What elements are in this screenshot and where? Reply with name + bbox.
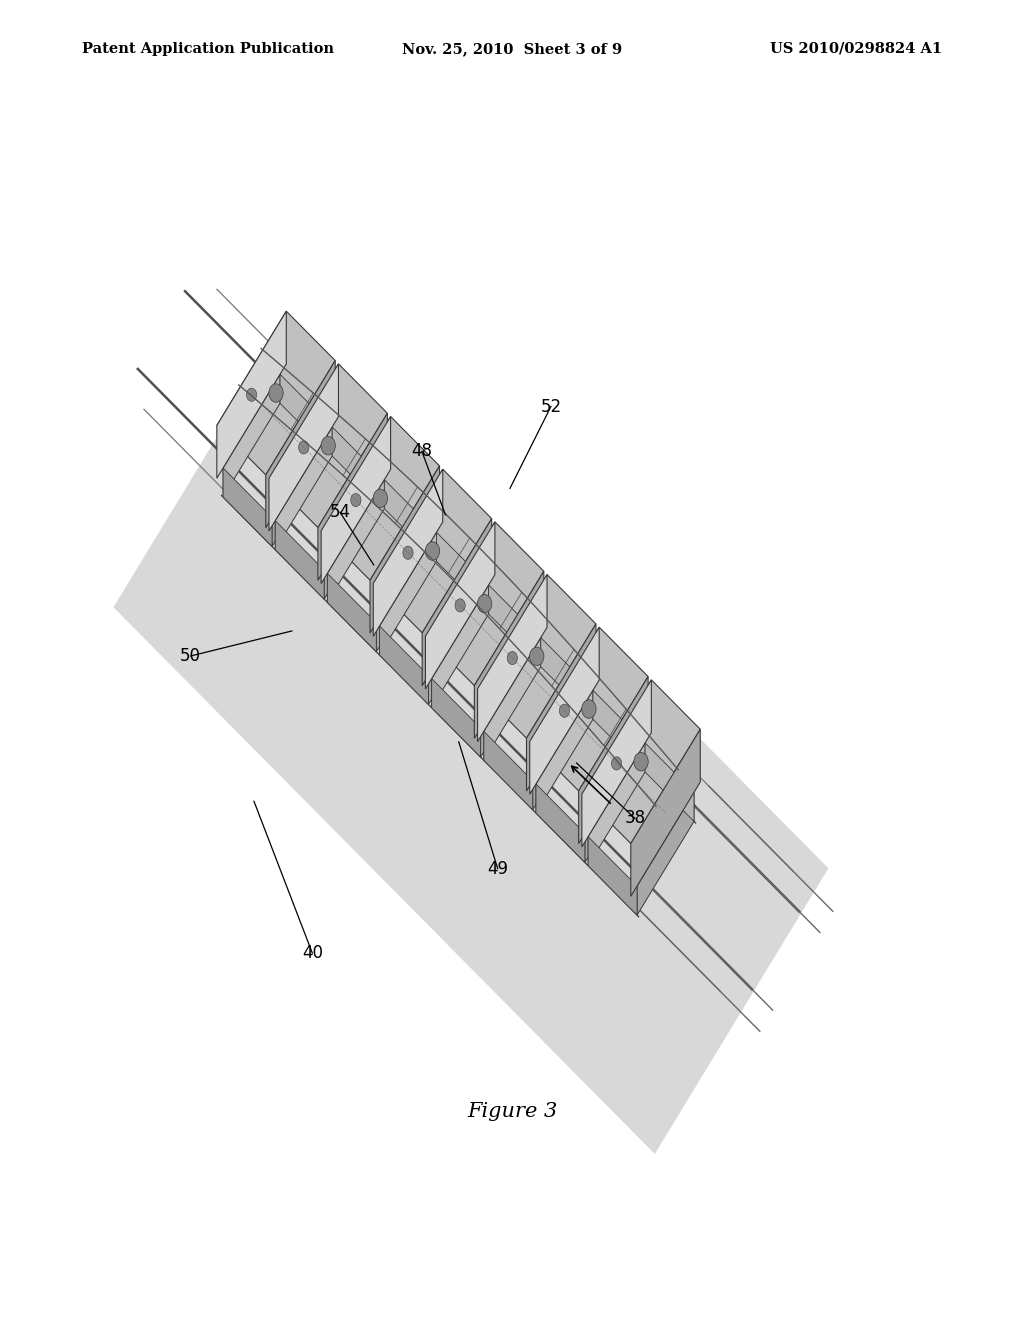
Polygon shape [585, 739, 642, 862]
Polygon shape [272, 424, 329, 546]
Circle shape [247, 388, 257, 401]
Polygon shape [477, 574, 547, 742]
Polygon shape [322, 417, 390, 583]
Polygon shape [529, 627, 648, 791]
Polygon shape [370, 466, 439, 634]
Polygon shape [541, 638, 590, 715]
Polygon shape [582, 680, 700, 843]
Text: US 2010/0298824 A1: US 2010/0298824 A1 [770, 42, 942, 55]
Circle shape [351, 494, 361, 507]
Text: 38: 38 [625, 809, 645, 828]
Circle shape [611, 756, 622, 770]
Circle shape [582, 700, 596, 718]
Polygon shape [374, 469, 442, 636]
Polygon shape [488, 585, 538, 664]
Polygon shape [593, 690, 642, 768]
Text: 50: 50 [180, 647, 201, 665]
Polygon shape [645, 743, 694, 821]
Polygon shape [380, 532, 436, 655]
Polygon shape [380, 626, 428, 705]
Polygon shape [432, 585, 488, 708]
Circle shape [425, 541, 439, 560]
Polygon shape [374, 469, 492, 632]
Polygon shape [328, 479, 384, 602]
Polygon shape [532, 686, 590, 809]
Polygon shape [474, 572, 544, 738]
Polygon shape [425, 521, 495, 689]
Polygon shape [480, 635, 538, 758]
Text: Figure 3: Figure 3 [467, 1102, 557, 1121]
Polygon shape [217, 312, 335, 475]
Polygon shape [266, 360, 335, 528]
Polygon shape [275, 426, 332, 549]
Polygon shape [477, 574, 596, 738]
Polygon shape [280, 375, 329, 453]
Circle shape [269, 384, 284, 403]
Polygon shape [223, 469, 272, 546]
Polygon shape [536, 690, 593, 813]
Text: Patent Application Publication: Patent Application Publication [82, 42, 334, 55]
Polygon shape [384, 479, 433, 558]
Polygon shape [269, 364, 339, 531]
Polygon shape [325, 477, 381, 599]
Text: 54: 54 [330, 503, 350, 521]
Polygon shape [328, 573, 376, 652]
Circle shape [373, 490, 387, 508]
Polygon shape [275, 520, 325, 599]
Circle shape [321, 437, 335, 455]
Polygon shape [317, 413, 387, 581]
Polygon shape [579, 677, 648, 843]
Polygon shape [425, 521, 544, 685]
Polygon shape [422, 519, 492, 685]
Circle shape [507, 652, 517, 665]
Circle shape [529, 647, 544, 665]
Text: 52: 52 [541, 397, 561, 416]
Polygon shape [529, 627, 599, 795]
Polygon shape [483, 638, 541, 760]
Text: 48: 48 [412, 442, 432, 461]
Polygon shape [588, 743, 645, 866]
Polygon shape [526, 624, 596, 791]
Text: Nov. 25, 2010  Sheet 3 of 9: Nov. 25, 2010 Sheet 3 of 9 [402, 42, 622, 55]
Circle shape [402, 546, 413, 560]
Polygon shape [217, 312, 287, 478]
Circle shape [455, 599, 465, 612]
Text: 49: 49 [487, 859, 508, 878]
Polygon shape [582, 680, 651, 847]
Polygon shape [536, 784, 585, 862]
Polygon shape [588, 837, 637, 915]
Circle shape [477, 594, 492, 612]
Polygon shape [223, 375, 280, 498]
Circle shape [559, 704, 569, 717]
Polygon shape [322, 417, 439, 581]
Polygon shape [483, 731, 532, 809]
Polygon shape [637, 792, 694, 915]
Polygon shape [332, 426, 381, 506]
Polygon shape [428, 582, 485, 705]
Circle shape [299, 441, 309, 454]
Polygon shape [114, 322, 828, 1154]
Polygon shape [432, 678, 480, 758]
Circle shape [634, 752, 648, 771]
Polygon shape [376, 529, 433, 652]
Polygon shape [269, 364, 387, 528]
Polygon shape [436, 532, 485, 611]
Polygon shape [631, 729, 700, 896]
Text: 40: 40 [302, 944, 323, 962]
